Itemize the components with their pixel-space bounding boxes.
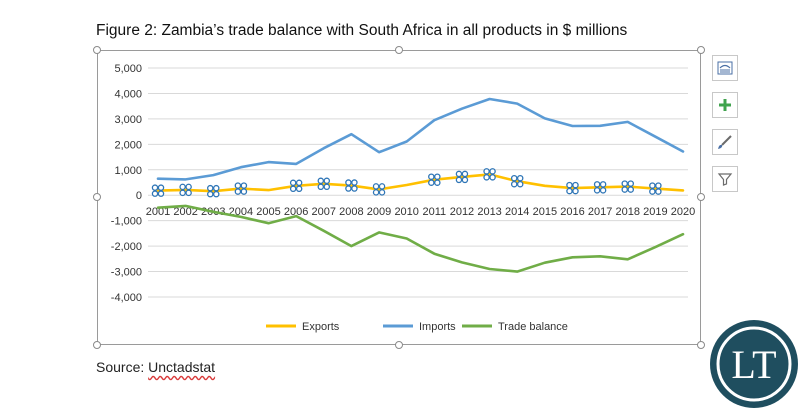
chart-elements-button[interactable] xyxy=(712,92,738,118)
y-tick-label: 3,000 xyxy=(114,114,142,126)
data-point-marker[interactable] xyxy=(372,183,386,196)
x-tick-label: 2007 xyxy=(312,206,336,218)
resize-handle-bottom-right[interactable] xyxy=(697,341,705,349)
y-tick-label: -4,000 xyxy=(111,292,142,304)
data-point-marker[interactable] xyxy=(317,177,331,191)
data-point-marker[interactable] xyxy=(207,184,220,198)
x-tick-label: 2015 xyxy=(533,206,557,218)
chart-layout-icon xyxy=(717,61,733,75)
series-line-imports xyxy=(156,97,685,181)
source-value: Unctadstat xyxy=(148,359,216,375)
y-tick-label: 2,000 xyxy=(114,139,142,151)
data-point-marker[interactable] xyxy=(179,183,192,197)
data-point-marker[interactable] xyxy=(289,179,303,193)
x-tick-label: 2012 xyxy=(450,206,474,218)
x-tick-label: 2014 xyxy=(505,206,529,218)
data-point-marker[interactable] xyxy=(510,174,524,188)
resize-handle-top-right[interactable] xyxy=(697,46,705,54)
lt-logo: LT xyxy=(710,320,798,408)
x-tick-label: 2001 xyxy=(146,206,170,218)
data-point-marker[interactable] xyxy=(483,168,496,181)
filter-icon xyxy=(717,173,733,186)
resize-handle-right[interactable] xyxy=(697,193,705,201)
x-tick-label: 2020 xyxy=(671,206,695,218)
data-point-marker[interactable] xyxy=(455,170,469,184)
y-tick-label: -2,000 xyxy=(111,241,142,253)
data-point-marker[interactable] xyxy=(593,181,607,194)
x-tick-label: 2018 xyxy=(615,206,639,218)
x-tick-label: 2013 xyxy=(477,206,501,218)
brush-icon xyxy=(718,135,732,149)
resize-handle-top-left[interactable] xyxy=(93,46,101,54)
plus-icon xyxy=(719,99,731,111)
y-tick-label: 4,000 xyxy=(114,88,142,100)
x-tick-label: 2019 xyxy=(643,206,667,218)
data-point-marker[interactable] xyxy=(621,180,634,193)
data-point-marker[interactable] xyxy=(151,184,165,197)
legend-label: Imports xyxy=(419,321,456,333)
chart-filters-button[interactable] xyxy=(712,166,738,192)
resize-handle-left[interactable] xyxy=(93,193,101,201)
legend-label: Exports xyxy=(302,321,340,333)
x-tick-label: 2008 xyxy=(339,206,363,218)
logo-inner-ring xyxy=(716,326,792,402)
y-tick-label: 5,000 xyxy=(114,63,142,75)
x-tick-label: 2006 xyxy=(284,206,308,218)
chart-styles-button[interactable] xyxy=(712,129,738,155)
data-point-marker[interactable] xyxy=(649,182,662,195)
y-tick-label: -1,000 xyxy=(111,216,142,228)
x-tick-label: 2009 xyxy=(367,206,391,218)
figure-title: Figure 2: Zambia’s trade balance with So… xyxy=(96,22,628,39)
x-tick-label: 2002 xyxy=(173,206,197,218)
data-point-marker[interactable] xyxy=(234,182,248,195)
resize-handle-bottom[interactable] xyxy=(395,341,403,349)
resize-handle-top[interactable] xyxy=(395,46,403,54)
series-line-trade-balance xyxy=(156,204,685,273)
x-tick-label: 2010 xyxy=(394,206,418,218)
x-tick-label: 2017 xyxy=(588,206,612,218)
data-point-marker[interactable] xyxy=(566,181,579,195)
y-tick-label: 0 xyxy=(136,190,142,202)
x-tick-label: 2011 xyxy=(422,206,446,218)
data-point-marker[interactable] xyxy=(345,179,358,192)
layout-options-button[interactable] xyxy=(712,55,738,81)
y-tick-label: 1,000 xyxy=(114,165,142,177)
y-tick-label: -3,000 xyxy=(111,267,142,279)
source-note: Source: Unctadstat xyxy=(96,359,215,375)
line-chart: -4,000 -3,000 -2,000 -1,000 0 1,000 2,000 3,000… xyxy=(111,63,695,333)
legend-label: Trade balance xyxy=(498,321,568,333)
x-tick-label: 2016 xyxy=(560,206,584,218)
resize-handle-bottom-left[interactable] xyxy=(93,341,101,349)
chart-area[interactable]: -4,000 -3,000 -2,000 -1,000 0 1,000 2,000 3,000… xyxy=(97,50,701,345)
data-point-marker[interactable] xyxy=(428,173,441,186)
source-label: Source: xyxy=(96,359,149,375)
logo-text: LT xyxy=(731,342,776,387)
x-tick-label: 2005 xyxy=(256,206,280,218)
